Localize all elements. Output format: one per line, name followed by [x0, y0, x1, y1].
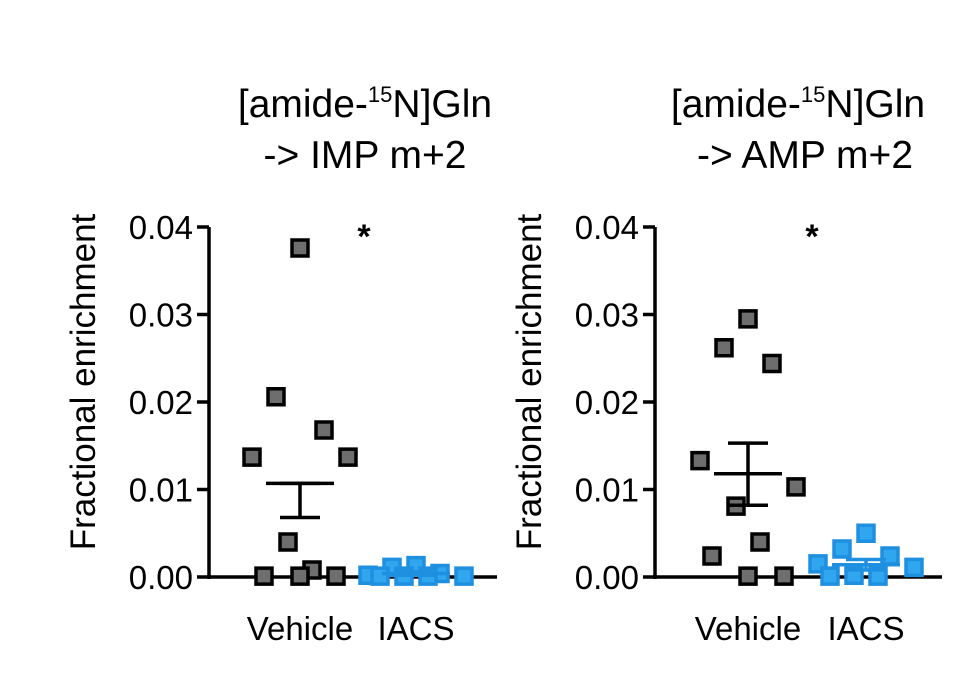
panel-imp-title-line2: -> IMP m+2 [263, 134, 466, 177]
panel-imp: [amide-15N]Gln -> IMP m+2 Fractional enr… [64, 82, 497, 647]
data-point [290, 238, 310, 258]
panel-imp-axes [207, 227, 497, 579]
data-point [702, 546, 722, 566]
data-point [242, 447, 262, 467]
data-point [314, 420, 334, 440]
panel-amp-y-axis-label: Fractional enrichment [510, 213, 549, 550]
panel-imp-significance: * [357, 218, 371, 256]
x-category-label: Vehicle [247, 610, 353, 647]
data-point [338, 447, 358, 467]
data-point [762, 353, 782, 374]
panel-amp-title-line1: [amide-15N]Gln [671, 82, 925, 126]
panel-imp-title-post: N]Gln [392, 83, 492, 126]
y-tick-label: 0.03 [575, 297, 639, 334]
panel-imp-y-axis-label: Fractional enrichment [64, 213, 103, 550]
data-point [868, 566, 888, 586]
data-point [254, 566, 274, 586]
y-tick-label: 0.04 [129, 209, 193, 246]
panel-amp-x-categories: Vehicle IACS [695, 610, 905, 647]
data-point [880, 546, 900, 566]
panel-amp: [amide-15N]Gln -> AMP m+2 Fractional enr… [510, 82, 942, 647]
y-tick-label: 0.03 [129, 297, 193, 334]
y-tick-label: 0.04 [575, 209, 639, 246]
panel-amp-title-line2: -> AMP m+2 [697, 134, 913, 177]
panel-amp-y-ticks: 0.00 0.01 0.02 0.03 0.04 [575, 209, 655, 596]
panel-amp-axes [653, 227, 942, 579]
x-category-label: IACS [377, 610, 454, 647]
data-point [690, 450, 710, 471]
data-point [738, 566, 758, 586]
panel-amp-title-post: N]Gln [825, 83, 925, 126]
data-point [820, 566, 840, 586]
x-category-label: Vehicle [695, 610, 801, 647]
panel-imp-title-sup: 15 [368, 82, 392, 107]
data-point [774, 566, 794, 586]
panel-imp-title-pre: [amide- [238, 83, 368, 126]
data-point [266, 387, 286, 407]
y-tick-label: 0.02 [129, 384, 193, 421]
data-point [278, 532, 298, 552]
panel-imp-y-ticks: 0.00 0.01 0.02 0.03 0.04 [129, 209, 209, 596]
panel-imp-title-line1: [amide-15N]Gln [238, 82, 492, 126]
data-point [290, 566, 310, 586]
y-tick-label: 0.01 [129, 472, 193, 509]
data-point [370, 566, 390, 586]
data-point [856, 523, 876, 543]
panel-imp-x-categories: Vehicle IACS [247, 610, 455, 647]
data-point [786, 477, 806, 497]
y-tick-label: 0.00 [575, 559, 639, 596]
panel-imp-marks [242, 238, 474, 586]
panel-amp-title-sup: 15 [801, 82, 825, 107]
data-point [326, 566, 346, 586]
y-tick-label: 0.01 [575, 472, 639, 509]
data-point [750, 532, 770, 552]
y-tick-label: 0.00 [129, 559, 193, 596]
data-point [738, 309, 758, 329]
data-point [454, 566, 474, 586]
panel-amp-marks [690, 309, 924, 586]
y-tick-label: 0.02 [575, 384, 639, 421]
data-point [714, 338, 734, 358]
panel-amp-title-pre: [amide- [671, 83, 801, 126]
x-category-label: IACS [827, 610, 904, 647]
data-point [904, 557, 924, 578]
data-point [832, 539, 852, 559]
panel-amp-significance: * [805, 218, 819, 256]
